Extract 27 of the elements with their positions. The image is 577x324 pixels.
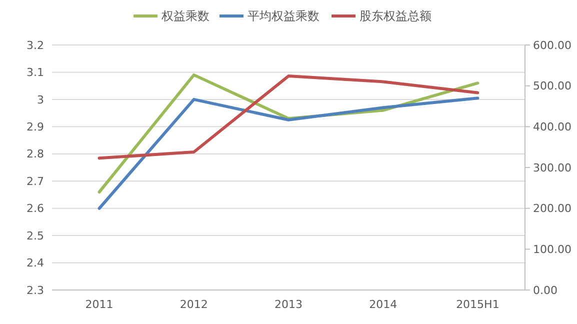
y2-tick-label: 400.00 [533,120,572,134]
y-tick-label: 2.4 [26,256,44,270]
y-tick-label: 3 [37,93,44,106]
y-tick-label: 2.8 [26,148,44,161]
x-tick-label: 2014 [369,298,398,311]
line-series [98,96,480,210]
x-tick-label: 2015H1 [456,298,500,311]
y2-tick-label: 100.00 [533,243,572,256]
y2-tick-label: 600.00 [533,38,572,52]
y2-tick-label: 200.00 [533,202,572,216]
y2-tick-label: 0.00 [533,284,558,297]
y-tick-label: 2.6 [26,202,44,216]
y-tick-label: 3.1 [26,66,44,80]
y-tick-label: 3.2 [26,38,44,52]
legend-label: 平均权益乘数 [248,9,320,24]
y-tick-label: 2.5 [26,229,44,242]
x-tick-label: 2013 [274,298,302,311]
y2-tick-label: 500.00 [533,80,572,93]
y-tick-label: 2.3 [26,284,44,297]
y-tick-label: 2.7 [26,174,44,188]
y2-tick-label: 300.00 [533,161,572,174]
line-series [98,74,480,160]
x-tick-label: 2012 [180,298,208,311]
legend-label: 股东权益总额 [360,9,432,24]
x-tick-label: 2011 [85,298,114,311]
legend-label: 权益乘数 [160,9,210,24]
y-tick-label: 2.9 [26,120,44,134]
